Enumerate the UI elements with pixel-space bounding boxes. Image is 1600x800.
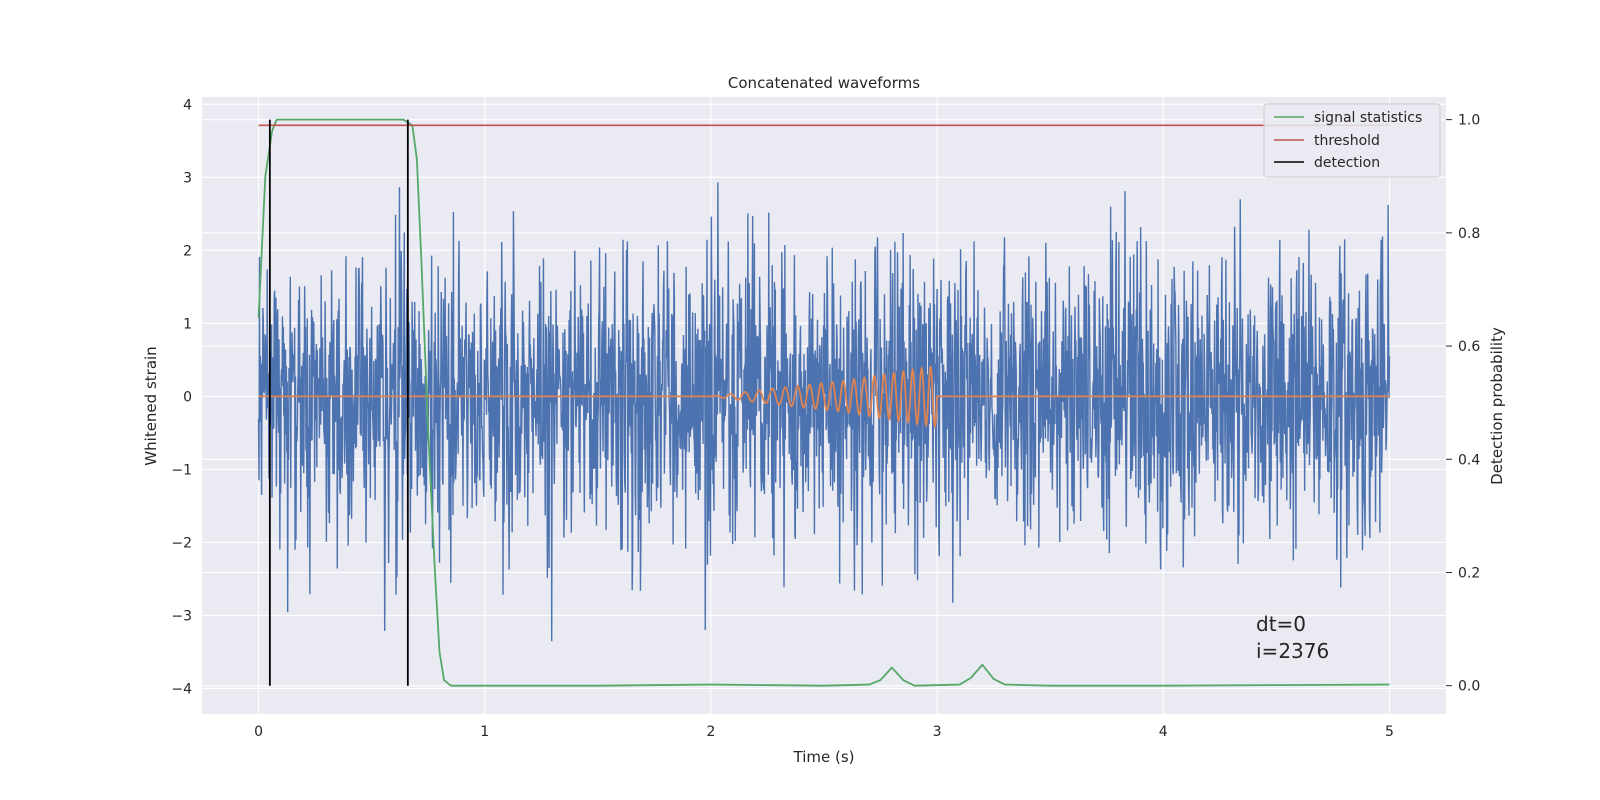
legend-label-detection: detection [1314,155,1380,171]
x-tick-label: 2 [706,724,715,740]
y-tick-label: −1 [171,462,192,478]
y-tick-label: 4 [183,97,192,113]
y-tick-label: 3 [183,170,192,186]
annotation-dt: dt=0 [1256,612,1306,636]
x-tick-label: 5 [1385,724,1394,740]
legend: signal statistics threshold detection [1263,103,1441,178]
tick-labels: 0 1 2 3 4 5 −4 −3 −2 −1 0 1 2 3 4 0.0 0.2 0.4 0.6 0.8 1.0 [171,97,1480,740]
x-tick-label: 4 [1159,724,1168,740]
y-right-tick-label: 0.0 [1458,679,1480,695]
y-tick-label: 2 [183,243,192,259]
series-signal-statistics [257,118,1390,687]
y-axis-label: Whitened strain [142,346,160,465]
y-right-tick-label: 0.2 [1458,565,1480,581]
y-tick-label: 0 [183,389,192,405]
x-axis-label: Time (s) [793,748,855,766]
chart-title: Concatenated waveforms [728,74,920,92]
x-tick-label: 3 [933,724,942,740]
y-right-tick-label: 0.8 [1458,226,1480,242]
legend-box [1263,103,1441,178]
series-whitened-strain [257,182,1391,642]
y-right-tick-label: 0.4 [1458,452,1480,468]
x-tick-label: 1 [480,724,489,740]
annotation-index: i=2376 [1256,639,1329,663]
y-right-tick-label: 1.0 [1458,113,1480,129]
legend-label-threshold: threshold [1314,133,1380,149]
y-tick-label: 1 [183,316,192,332]
legend-label-signal-statistics: signal statistics [1314,110,1422,126]
series-template-waveform [258,365,1390,429]
x-tick-label: 0 [254,724,263,740]
plot-series [257,118,1391,687]
y-right-tick-label: 0.6 [1458,339,1480,355]
y-tick-label: −4 [171,681,192,697]
y-axis-right-label: Detection probability [1488,327,1506,485]
y-tick-label: −2 [171,535,192,551]
y-tick-label: −3 [171,608,192,624]
